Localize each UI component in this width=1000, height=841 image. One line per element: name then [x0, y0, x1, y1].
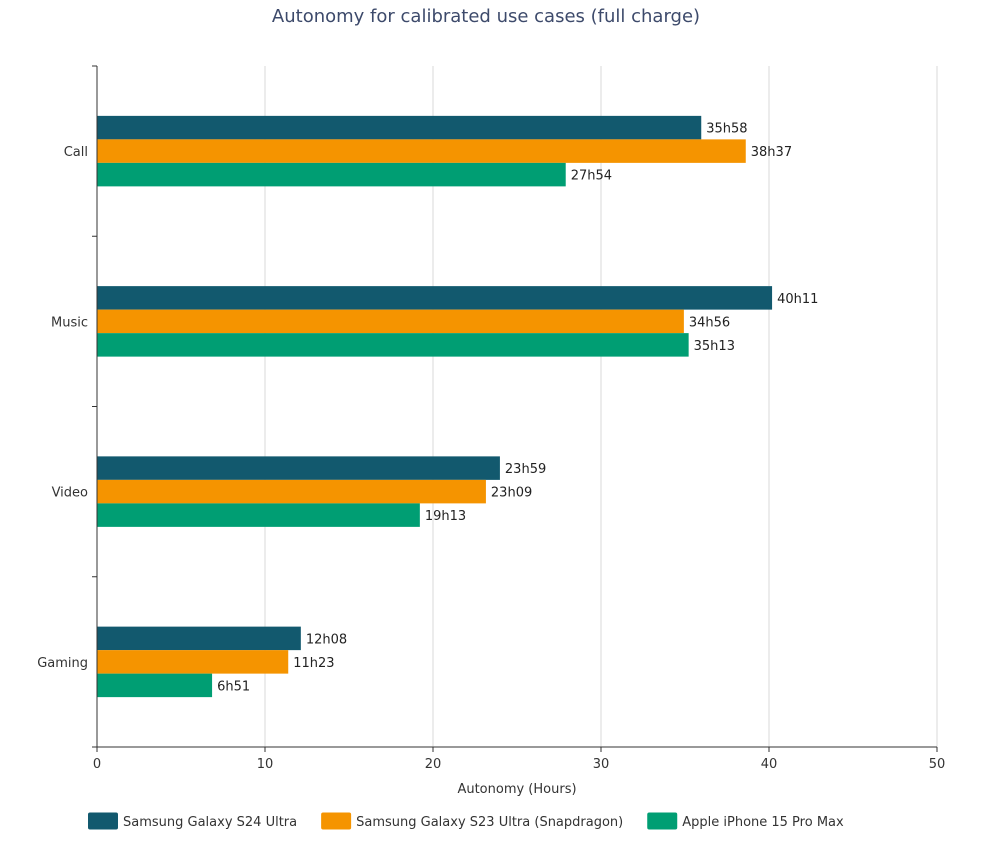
legend-swatch	[647, 812, 678, 830]
bar	[97, 286, 773, 310]
data-label: 35h13	[694, 339, 735, 354]
legend-label: Samsung Galaxy S23 Ultra (Snapdragon)	[356, 815, 623, 830]
y-tick-label: Video	[52, 486, 88, 501]
data-label: 34h56	[689, 315, 730, 330]
bar	[97, 162, 566, 187]
axes: 0 10 20 30 40 50 Call Music Video Gaming	[37, 65, 946, 772]
bar	[97, 333, 689, 357]
x-tick-label: 40	[761, 757, 778, 772]
y-tick-label: Music	[51, 315, 88, 330]
legend: Samsung Galaxy S24 Ultra Samsung Galaxy S…	[88, 812, 844, 830]
legend-label: Apple iPhone 15 Pro Max	[682, 815, 844, 830]
y-tick-label: Call	[64, 145, 88, 160]
bar	[97, 309, 684, 334]
y-tick-label: Gaming	[37, 656, 88, 671]
x-axis-title: Autonomy (Hours)	[457, 782, 576, 797]
data-label: 27h54	[571, 169, 612, 184]
x-tick-label: 10	[257, 757, 274, 772]
data-label: 23h59	[505, 462, 546, 477]
data-label: 35h58	[706, 122, 747, 137]
legend-item: Samsung Galaxy S24 Ultra	[88, 812, 297, 830]
data-label: 6h51	[217, 679, 250, 694]
bar	[97, 650, 289, 674]
x-tick-label: 20	[425, 757, 442, 772]
data-label: 11h23	[293, 656, 334, 671]
bar	[97, 115, 702, 140]
bar	[97, 626, 301, 651]
bar	[97, 139, 746, 163]
chart-title: Autonomy for calibrated use cases (full …	[272, 6, 700, 27]
bar	[97, 673, 213, 698]
data-label: 23h09	[491, 486, 532, 501]
x-tick-label: 0	[93, 757, 101, 772]
bar	[97, 479, 486, 504]
x-tick-label: 30	[593, 757, 610, 772]
data-label: 38h37	[751, 145, 792, 160]
data-label: 40h11	[777, 292, 818, 307]
legend-label: Samsung Galaxy S24 Ultra	[123, 815, 297, 830]
legend-swatch	[321, 812, 352, 830]
data-label: 19h13	[425, 509, 466, 524]
data-label: 12h08	[306, 632, 347, 647]
bars: 35h58 38h37 27h54 40h11 34h56 35h13 23h59 23h09…	[97, 115, 818, 698]
x-tick-label: 50	[929, 757, 946, 772]
legend-item: Samsung Galaxy S23 Ultra (Snapdragon)	[321, 812, 623, 830]
legend-item: Apple iPhone 15 Pro Max	[647, 812, 844, 830]
bar	[97, 503, 420, 527]
bar	[97, 456, 500, 480]
legend-swatch	[88, 812, 118, 830]
